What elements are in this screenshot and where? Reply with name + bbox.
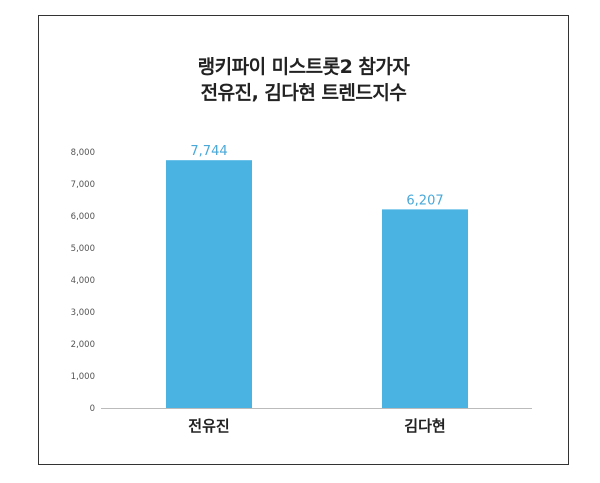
bar	[166, 160, 252, 408]
y-tick-label: 7,000	[71, 180, 95, 190]
value-labels: 7,744 6,207	[190, 144, 443, 208]
y-tick-label: 6,000	[71, 212, 95, 222]
y-tick-label: 1,000	[71, 372, 95, 382]
chart-title-line-1: 랭키파이 미스트롯2 참가자	[197, 56, 410, 78]
y-tick-label: 8,000	[71, 148, 95, 158]
y-tick-label: 3,000	[71, 308, 95, 318]
y-axis-ticks: 0 1,000 2,000 3,000 4,000 5,000 6,000 7,000 8,00…	[71, 148, 95, 414]
x-tick-label: 김다현	[404, 417, 445, 435]
x-tick-label: 전유진	[188, 417, 229, 435]
value-label: 6,207	[406, 193, 443, 208]
y-tick-label: 0	[90, 404, 95, 414]
y-tick-label: 5,000	[71, 244, 95, 254]
bars	[166, 160, 468, 408]
chart-frame: 랭키파이 미스트롯2 참가자 전유진, 김다현 트렌드지수 0 1,000 2,00…	[38, 15, 569, 465]
chart-title-line-2: 전유진, 김다현 트렌드지수	[200, 82, 407, 104]
bar	[382, 209, 468, 408]
bar-chart: 0 1,000 2,000 3,000 4,000 5,000 6,000 7,000 8,00…	[71, 144, 532, 435]
y-tick-label: 4,000	[71, 276, 95, 286]
y-tick-label: 2,000	[71, 340, 95, 350]
value-label: 7,744	[190, 144, 227, 159]
x-axis-labels: 전유진 김다현	[188, 417, 445, 435]
